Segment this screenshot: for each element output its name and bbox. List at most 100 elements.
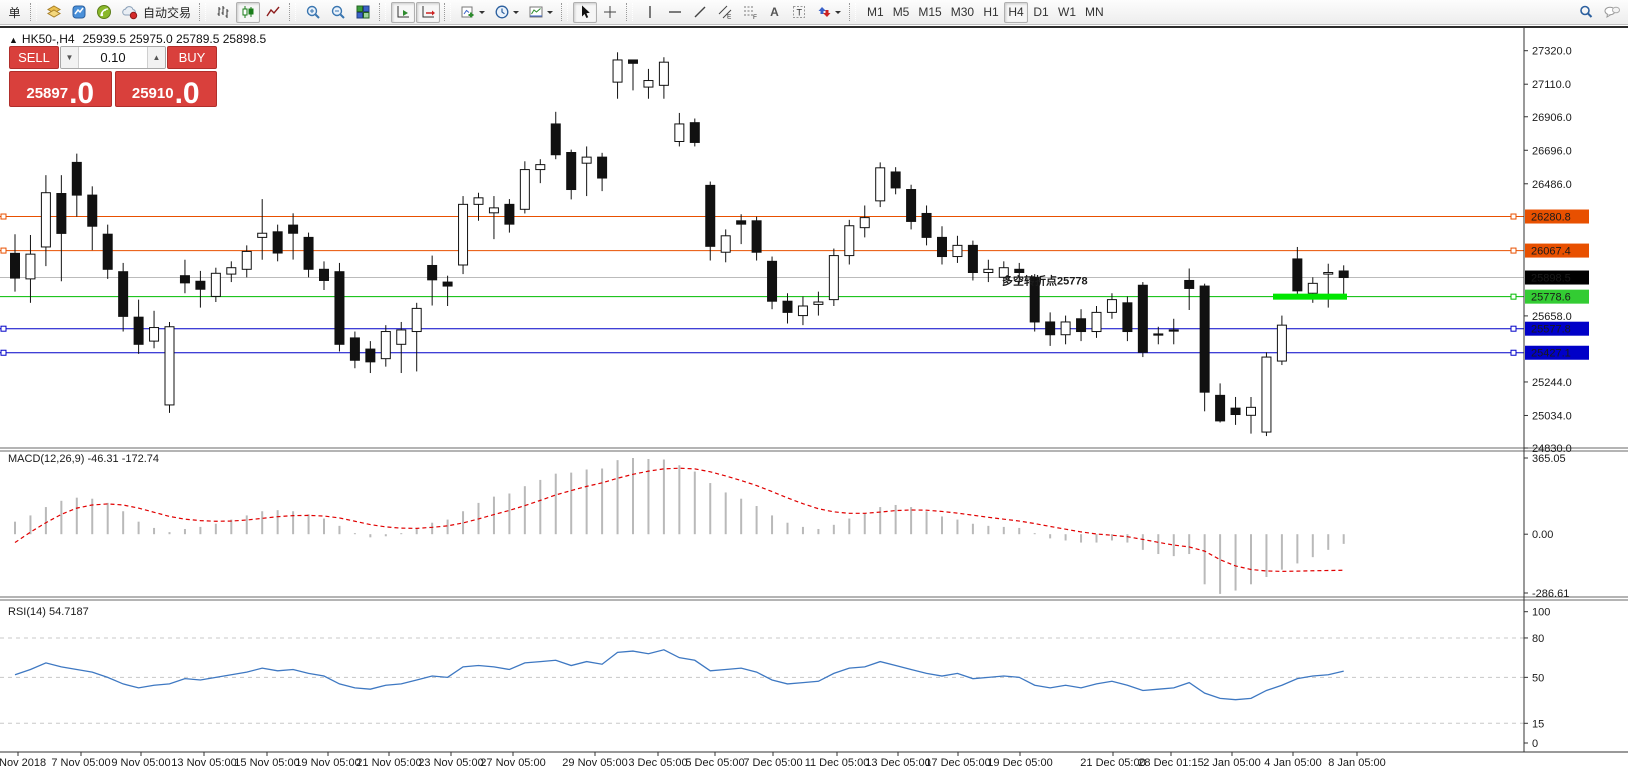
auto-scroll-icon bbox=[397, 6, 410, 18]
layers-button[interactable] bbox=[42, 2, 66, 23]
template-icon bbox=[529, 6, 543, 18]
zoom-out-button[interactable] bbox=[326, 2, 350, 23]
timeframe-w1-button[interactable]: W1 bbox=[1054, 2, 1080, 23]
candle-body bbox=[782, 300, 793, 313]
bid-price-label-bg bbox=[1525, 270, 1589, 285]
templates-button[interactable] bbox=[524, 2, 557, 23]
line-anchor-square bbox=[1510, 293, 1517, 300]
time-tick-label: 27 Nov 05:00 bbox=[480, 757, 545, 769]
candle-body bbox=[319, 268, 329, 281]
toolbar-grip bbox=[199, 3, 207, 21]
line-chart-button[interactable] bbox=[261, 2, 285, 23]
time-tick-label: 11 Dec 05:00 bbox=[805, 757, 870, 769]
market-watch-button[interactable] bbox=[67, 2, 91, 23]
lot-decrease-button[interactable]: ▼ bbox=[61, 47, 79, 68]
candle-body bbox=[1230, 407, 1241, 416]
macd-label: MACD(12,26,9) -46.31 -172.74 bbox=[8, 453, 159, 465]
text-tool-button[interactable]: A bbox=[763, 2, 786, 23]
timeframe-m30-button[interactable]: M30 bbox=[947, 2, 978, 23]
timeframe-m5-button[interactable]: M5 bbox=[889, 2, 914, 23]
sell-button[interactable]: SELL bbox=[9, 46, 59, 69]
price-tick-label: 26486.0 bbox=[1532, 179, 1572, 191]
zoom-in-button[interactable] bbox=[301, 2, 325, 23]
timeframe-h1-button[interactable]: H1 bbox=[979, 2, 1003, 23]
timeframe-m1-button[interactable]: M1 bbox=[863, 2, 888, 23]
dropdown-caret-icon bbox=[835, 11, 842, 17]
new-chart-button[interactable] bbox=[456, 2, 489, 23]
price-axis[interactable]: 27320.0 27110.0 26906.0 26696.0 26486.0 25658… bbox=[1510, 28, 1589, 752]
fibonacci-tool-button[interactable]: F bbox=[738, 2, 762, 23]
candle-body bbox=[566, 152, 577, 191]
line-anchor-square bbox=[1510, 213, 1517, 220]
time-tick-label: 19 Nov 05:00 bbox=[295, 757, 360, 769]
candle-body bbox=[983, 268, 994, 273]
timeframe-m15-button[interactable]: M15 bbox=[914, 2, 945, 23]
candle-body bbox=[797, 305, 808, 317]
rsi-axis-label: 0 bbox=[1532, 738, 1538, 750]
candle-body bbox=[828, 255, 839, 301]
lot-input[interactable] bbox=[79, 47, 147, 68]
autotrading-button[interactable]: 自动交易 bbox=[117, 2, 195, 23]
price-tick-label: 24830.0 bbox=[1532, 443, 1572, 455]
new-order-button[interactable]: 单 bbox=[3, 2, 26, 23]
buy-price-box[interactable]: 25910.0 bbox=[114, 71, 217, 108]
candle-body bbox=[628, 59, 638, 64]
buy-button[interactable]: BUY bbox=[167, 46, 217, 69]
tile-windows-button[interactable] bbox=[351, 2, 375, 23]
candle-body bbox=[890, 171, 901, 189]
chat-button[interactable] bbox=[1599, 2, 1625, 23]
horizontal-lines-layer bbox=[0, 213, 1524, 356]
timeframe-d1-button[interactable]: D1 bbox=[1029, 2, 1053, 23]
turning-point-annotation: 多空转折点25778 bbox=[1002, 273, 1088, 287]
candle-body bbox=[1091, 311, 1102, 333]
candle-body bbox=[535, 164, 546, 171]
timeframe-h4-button[interactable]: H4 bbox=[1004, 1, 1029, 23]
candlestick-chart-button[interactable] bbox=[236, 1, 261, 23]
equidistant-channel-icon: E bbox=[718, 5, 732, 20]
candle-body bbox=[1045, 321, 1056, 336]
window-top-border bbox=[0, 26, 1628, 28]
trendline-tool-button[interactable] bbox=[688, 2, 712, 23]
bar-chart-button[interactable] bbox=[211, 2, 235, 23]
sell-price-box[interactable]: 25897.0 bbox=[9, 71, 112, 108]
one-click-trading-panel: SELL ▼ ▲ BUY 25897.0 25910.0 bbox=[9, 46, 217, 108]
lot-increase-button[interactable]: ▲ bbox=[147, 47, 165, 68]
candle-body bbox=[1292, 258, 1303, 292]
candle-body bbox=[87, 194, 98, 227]
candle-body bbox=[164, 326, 175, 406]
candle-body bbox=[643, 80, 654, 88]
auto-scroll-button[interactable] bbox=[391, 1, 416, 23]
time-tick-label: 17 Dec 05:00 bbox=[925, 757, 990, 769]
text-label-tool-button[interactable]: T bbox=[787, 2, 811, 23]
timeframe-mn-button[interactable]: MN bbox=[1081, 2, 1108, 23]
price-chart[interactable]: 多空转折点25778 MACD(12,26,9) -46.31 -172.74 RS… bbox=[0, 25, 1628, 774]
line-anchor-square bbox=[0, 349, 7, 356]
zoom-in-icon bbox=[306, 5, 320, 19]
time-tick-label: 19 Dec 05:00 bbox=[987, 757, 1052, 769]
signal-icon bbox=[97, 5, 111, 19]
candle-body bbox=[658, 61, 669, 86]
macd-signal-line bbox=[14, 467, 1344, 572]
rsi-axis-label: 100 bbox=[1532, 607, 1550, 619]
collapse-triangle-icon[interactable]: ▲ bbox=[9, 35, 18, 45]
toolbar-grip bbox=[444, 3, 452, 21]
vertical-line-tool-button[interactable] bbox=[638, 2, 662, 23]
channel-tool-button[interactable]: E bbox=[713, 2, 737, 23]
price-tick-label: 27320.0 bbox=[1532, 46, 1572, 58]
candle-body bbox=[1014, 268, 1025, 273]
bid-price-label: 25898.5 bbox=[1531, 273, 1571, 285]
buy-price-main: 25910 bbox=[131, 85, 174, 102]
periods-button[interactable] bbox=[490, 2, 523, 23]
price-level-label: 25778.6 bbox=[1531, 292, 1571, 304]
crosshair-button[interactable] bbox=[598, 2, 622, 23]
support-highlight-segment bbox=[1273, 293, 1347, 300]
search-button[interactable] bbox=[1574, 2, 1598, 23]
cursor-button[interactable] bbox=[573, 1, 598, 23]
signals-button[interactable] bbox=[92, 2, 116, 23]
chart-shift-button[interactable] bbox=[416, 1, 441, 23]
toolbar-grip bbox=[849, 3, 857, 21]
arrows-tool-button[interactable] bbox=[812, 2, 845, 23]
horizontal-line-tool-button[interactable] bbox=[663, 2, 687, 23]
time-tick-label: 7 Dec 05:00 bbox=[743, 757, 802, 769]
